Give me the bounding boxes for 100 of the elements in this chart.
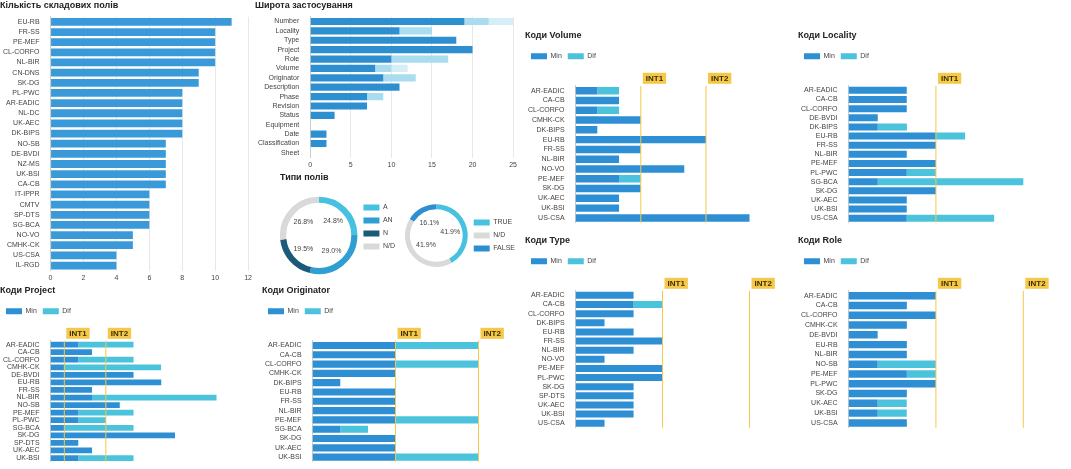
bar (310, 64, 376, 73)
bar (50, 371, 134, 378)
chart-title: Коди Project (0, 284, 56, 295)
bar (848, 380, 936, 388)
bar (575, 135, 707, 144)
bar (310, 83, 400, 91)
bar (51, 190, 150, 199)
bar (848, 214, 907, 222)
bar (340, 425, 368, 433)
bar (906, 370, 936, 378)
bar (848, 419, 907, 427)
bar (848, 123, 878, 131)
bar (848, 96, 907, 103)
bar (848, 105, 907, 113)
chart-title: Типи полів (280, 171, 330, 182)
bar (395, 360, 479, 368)
bar (51, 149, 166, 158)
ref-line-label: INT2 (711, 73, 729, 83)
chart-title: Коди Volume (525, 29, 582, 40)
bar (51, 68, 199, 77)
bar (575, 165, 685, 173)
bar (575, 145, 641, 154)
bar (51, 241, 133, 250)
bar (50, 402, 120, 408)
ref-line-label: INT2 (1028, 278, 1047, 288)
chart-title: Кількість складових полів (0, 0, 119, 10)
bar (51, 109, 183, 118)
bar (575, 116, 641, 124)
bar (78, 455, 134, 461)
bar (310, 74, 384, 82)
bar (848, 169, 907, 177)
ref-line-label: INT1 (940, 278, 959, 288)
bar (848, 141, 936, 149)
bar (906, 169, 936, 177)
bar (848, 331, 878, 339)
bar (310, 111, 335, 119)
bar (848, 205, 907, 213)
bar (51, 221, 150, 229)
bar (848, 370, 907, 378)
bar (575, 184, 641, 193)
bar (51, 48, 216, 57)
bar (50, 349, 93, 356)
ref-line-label: INT2 (110, 328, 129, 338)
bar (619, 175, 641, 183)
bar (64, 424, 134, 431)
bar (51, 38, 216, 47)
bar (848, 178, 878, 186)
bar (464, 17, 489, 26)
bar (877, 123, 907, 131)
bar (375, 64, 392, 73)
chart-title: Коди Locality (798, 29, 857, 40)
bar (51, 129, 183, 138)
bar (906, 214, 995, 222)
bar (312, 453, 396, 461)
bar (877, 360, 936, 368)
bar (848, 321, 907, 329)
bar (51, 89, 183, 97)
bar (50, 387, 93, 393)
bar (51, 28, 216, 36)
bar (51, 231, 133, 239)
bar (312, 351, 396, 359)
bar (310, 55, 392, 63)
bar (51, 58, 216, 67)
bar (575, 204, 620, 212)
bar (488, 17, 514, 26)
bar (312, 388, 396, 396)
bar (395, 453, 479, 461)
bar (50, 440, 79, 446)
bar (848, 350, 907, 359)
bar (848, 114, 878, 122)
bar (575, 86, 598, 95)
ref-line-label: INT2 (483, 328, 502, 338)
chart-title: Широта застосування (255, 0, 353, 10)
bar (575, 155, 620, 163)
bar (848, 291, 936, 300)
bar (312, 416, 396, 424)
bar (51, 160, 166, 168)
bar (399, 27, 432, 35)
bar (575, 106, 598, 115)
bar (51, 200, 150, 209)
bar (391, 55, 449, 63)
chart-title: Коди Type (525, 234, 570, 245)
bar (310, 102, 368, 110)
bar (848, 389, 907, 398)
bar (312, 397, 396, 405)
bar (51, 261, 117, 270)
bar (575, 126, 598, 134)
bar (848, 187, 936, 195)
bar (310, 17, 465, 26)
bar (310, 139, 327, 148)
bar (848, 132, 936, 140)
ref-line-label: INT1 (645, 73, 664, 83)
bar (597, 86, 620, 95)
bar (51, 210, 150, 219)
bar (50, 455, 79, 461)
bar (310, 36, 457, 44)
ref-line-label: INT2 (754, 278, 773, 288)
bar (51, 17, 232, 26)
bar (848, 159, 936, 167)
ref-line-label: INT1 (69, 328, 88, 338)
